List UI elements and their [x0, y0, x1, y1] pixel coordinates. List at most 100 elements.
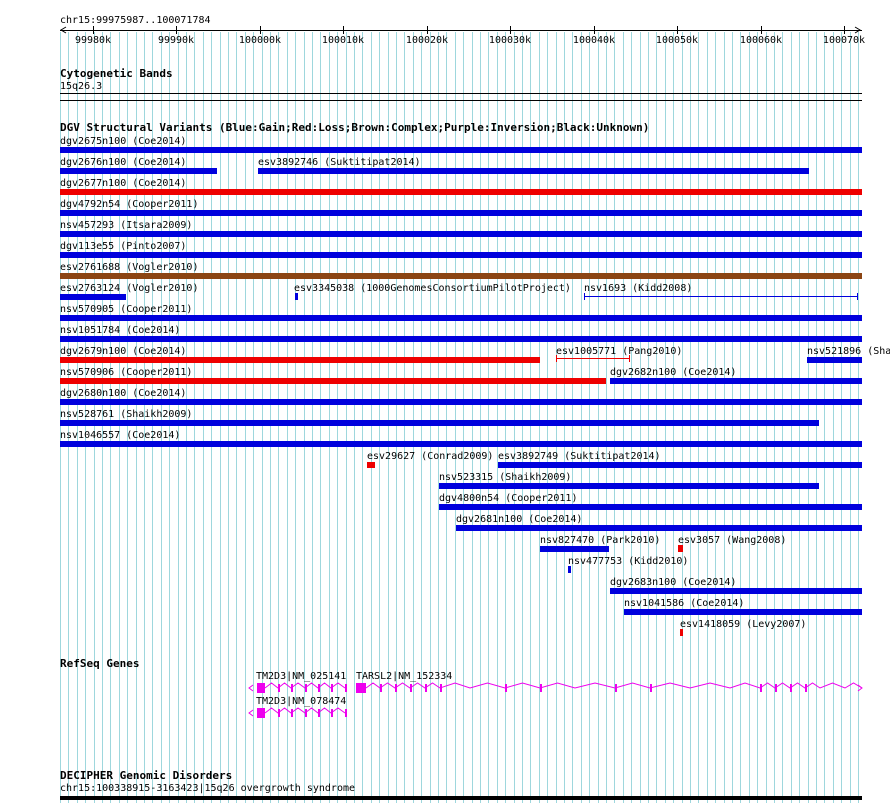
dgv-feature-bar[interactable] — [367, 462, 375, 468]
cytoband-track-title[interactable]: Cytogenetic Bands — [60, 67, 173, 80]
dgv-feature-bar[interactable] — [439, 483, 819, 489]
dgv-feature-label[interactable]: esv3057 (Wang2008) — [678, 535, 787, 546]
dgv-feature-bar[interactable] — [60, 273, 862, 279]
cytoband-label: 15q26.3 — [60, 81, 103, 92]
dgv-feature-label[interactable]: dgv113e55 (Pinto2007) — [60, 241, 187, 252]
dgv-feature-bar[interactable] — [60, 357, 540, 363]
dgv-feature-label[interactable]: nsv570906 (Cooper2011) — [60, 367, 193, 378]
dgv-feature-label[interactable]: nsv1693 (Kidd2008) — [584, 283, 693, 294]
dgv-feature-bar[interactable] — [60, 189, 862, 195]
strand-arrow — [857, 684, 863, 692]
dgv-feature-label[interactable]: dgv4800n54 (Cooper2011) — [439, 493, 578, 504]
dgv-feature-label[interactable]: dgv4792n54 (Cooper2011) — [60, 199, 199, 210]
dgv-feature-label[interactable]: dgv2680n100 (Coe2014) — [60, 388, 187, 399]
grid-line — [304, 32, 305, 803]
dgv-feature-label[interactable]: esv3892746 (Suktitipat2014) — [258, 157, 421, 168]
dgv-feature-label[interactable]: dgv2682n100 (Coe2014) — [610, 367, 737, 378]
gene-label-tm2d3-nm025141[interactable]: TM2D3|NM_025141 — [256, 671, 347, 682]
dgv-feature-label[interactable]: nsv457293 (Itsara2009) — [60, 220, 193, 231]
dgv-feature-label[interactable]: nsv570905 (Cooper2011) — [60, 304, 193, 315]
dgv-feature-label[interactable]: esv3345038 (1000GenomesConsortiumPilotPr… — [294, 283, 571, 294]
dgv-feature-bar[interactable] — [60, 168, 217, 174]
decipher-track-title[interactable]: DECIPHER Genomic Disorders — [60, 769, 233, 782]
decipher-feature-bar[interactable] — [60, 796, 862, 800]
grid-line — [194, 32, 195, 803]
grid-line — [388, 32, 389, 803]
dgv-feature-label[interactable]: nsv477753 (Kidd2010) — [568, 556, 689, 567]
dgv-feature-label[interactable]: dgv2676n100 (Coe2014) — [60, 157, 187, 168]
dgv-feature-bar[interactable] — [498, 462, 862, 468]
dgv-feature-label[interactable]: esv3892749 (Suktitipat2014) — [498, 451, 661, 462]
grid-line — [564, 32, 565, 803]
dgv-feature-bar[interactable] — [60, 147, 862, 153]
dgv-feature-label[interactable]: dgv2675n100 (Coe2014) — [60, 136, 187, 147]
dgv-feature-label[interactable]: nsv1051784 (Coe2014) — [60, 325, 181, 336]
dgv-feature-label[interactable]: dgv2681n100 (Coe2014) — [456, 514, 583, 525]
gene-exon — [345, 684, 347, 692]
grid-line — [799, 32, 800, 803]
dgv-feature-label[interactable]: dgv2683n100 (Coe2014) — [610, 577, 737, 588]
gene-exon — [410, 684, 412, 692]
strand-arrow — [248, 709, 254, 717]
dgv-feature-bar[interactable] — [60, 399, 862, 405]
dgv-feature-bar[interactable] — [60, 210, 862, 216]
dgv-feature-bar[interactable] — [439, 504, 862, 510]
dgv-feature-bar[interactable] — [610, 588, 862, 594]
dgv-feature-bar[interactable] — [60, 294, 126, 300]
dgv-feature-label[interactable]: esv2763124 (Vogler2010) — [60, 283, 199, 294]
grid-line — [178, 32, 179, 803]
dgv-feature-bar[interactable] — [295, 293, 298, 300]
grid-line — [539, 32, 540, 803]
dgv-feature-bar[interactable] — [807, 357, 862, 363]
gene-exon — [615, 684, 617, 692]
dgv-feature-bar[interactable] — [60, 252, 862, 258]
gene-exon — [278, 709, 280, 717]
refseq-track-title[interactable]: RefSeq Genes — [60, 657, 140, 670]
dgv-feature-label[interactable]: nsv523315 (Shaikh2009) — [439, 472, 572, 483]
grid-line — [833, 32, 834, 803]
dgv-feature-label[interactable]: nsv1041586 (Coe2014) — [624, 598, 745, 609]
dgv-feature-label[interactable]: esv29627 (Conrad2009) — [367, 451, 494, 462]
grid-line — [841, 32, 842, 803]
ruler-tick-label: 100040k — [572, 35, 616, 46]
dgv-feature-bar[interactable] — [624, 609, 862, 615]
grid-line — [581, 32, 582, 803]
dgv-feature-bar[interactable] — [568, 566, 571, 573]
dgv-feature-label[interactable]: esv1005771 (Pang2010) — [556, 346, 683, 357]
gene-label-tm2d3-nm078474[interactable]: TM2D3|NM_078474 — [256, 696, 347, 707]
dgv-feature-label[interactable]: esv2761688 (Vogler2010) — [60, 262, 199, 273]
dgv-feature-bar[interactable] — [60, 420, 819, 426]
gene-label-tarsl2[interactable]: TARSL2|NM_152334 — [356, 671, 453, 682]
dgv-feature-label[interactable]: dgv2677n100 (Coe2014) — [60, 178, 187, 189]
dgv-feature-label[interactable]: nsv521896 (Sha — [807, 346, 890, 357]
dgv-feature-bar[interactable] — [680, 629, 683, 636]
dgv-feature-label[interactable]: dgv2679n100 (Coe2014) — [60, 346, 187, 357]
dgv-feature-label[interactable]: nsv827470 (Park2010) — [540, 535, 661, 546]
grid-line — [337, 32, 338, 803]
decipher-feature-label[interactable]: chr15:100338915-3163423|15q26 overgrowth… — [60, 783, 356, 794]
dgv-feature-bar[interactable] — [60, 378, 606, 384]
grid-line — [547, 32, 548, 803]
gene-exon — [356, 683, 366, 693]
dgv-feature-bar[interactable] — [258, 168, 809, 174]
dgv-feature-bar[interactable] — [60, 231, 862, 237]
gene-exon — [331, 709, 333, 717]
ruler-tick — [343, 26, 344, 34]
dgv-feature-bar[interactable] — [610, 378, 862, 384]
dgv-feature-bar[interactable] — [60, 336, 862, 342]
dgv-feature-bar[interactable] — [60, 315, 862, 321]
ruler-tick — [176, 26, 177, 34]
dgv-feature-bar[interactable] — [456, 525, 862, 531]
dgv-feature-label[interactable]: nsv528761 (Shaikh2009) — [60, 409, 193, 420]
dgv-feature-bar[interactable] — [540, 546, 609, 552]
grid-line — [127, 32, 128, 803]
dgv-feature-label[interactable]: esv1418059 (Levy2007) — [680, 619, 807, 630]
dgv-feature-span[interactable] — [584, 296, 858, 297]
dgv-track-title[interactable]: DGV Structural Variants (Blue:Gain;Red:L… — [60, 121, 650, 134]
grid-line — [497, 32, 498, 803]
dgv-feature-label[interactable]: nsv1046557 (Coe2014) — [60, 430, 181, 441]
dgv-feature-bar[interactable] — [678, 545, 683, 552]
dgv-feature-span[interactable] — [556, 358, 630, 359]
dgv-feature-bar[interactable] — [60, 441, 862, 447]
